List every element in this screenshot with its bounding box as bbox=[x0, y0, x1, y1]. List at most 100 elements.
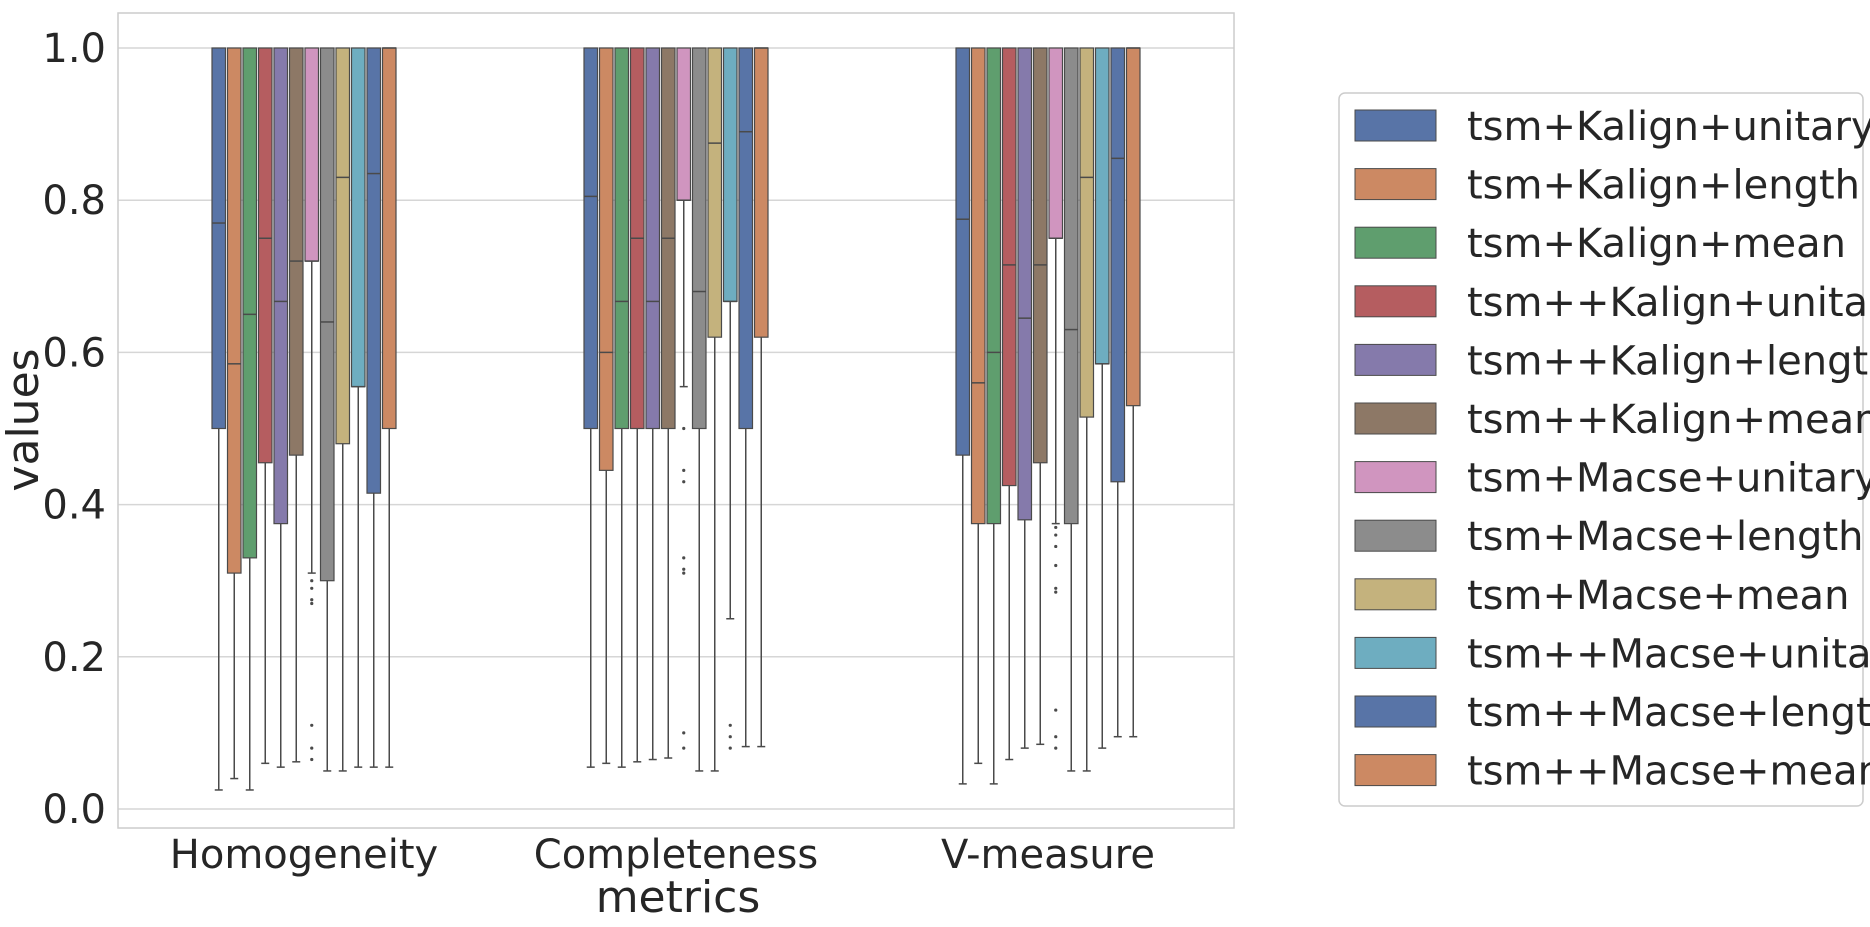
outlier-point bbox=[310, 579, 314, 583]
legend-swatch bbox=[1354, 578, 1437, 611]
box-body bbox=[304, 47, 320, 262]
outlier-point bbox=[1054, 563, 1058, 568]
legend-swatch bbox=[1354, 402, 1437, 435]
box-10-1 bbox=[738, 47, 754, 748]
outlier-point bbox=[682, 426, 686, 431]
box-body bbox=[645, 47, 661, 430]
y-axis-label: values bbox=[0, 348, 49, 491]
box-body bbox=[1063, 47, 1079, 525]
box-4-0 bbox=[273, 47, 289, 768]
outlier-point bbox=[310, 746, 314, 750]
outlier-point bbox=[682, 567, 686, 571]
legend-label: tsm+Kalign+mean bbox=[1467, 221, 1846, 267]
box-8-1 bbox=[707, 47, 723, 772]
legend-label: tsm+Kalign+length bbox=[1467, 163, 1860, 209]
box-body bbox=[1079, 47, 1095, 418]
y-tick-label: 0.2 bbox=[42, 635, 106, 681]
box-body bbox=[1094, 47, 1110, 365]
box-body bbox=[691, 47, 707, 430]
legend-items: tsm+Kalign+unitary tsm+Kalign+length tsm+K… bbox=[1354, 104, 1870, 795]
outlier-point bbox=[682, 731, 686, 735]
legend-label: tsm++Kalign+mean bbox=[1467, 397, 1870, 443]
box-body bbox=[257, 47, 273, 464]
box-body bbox=[288, 47, 304, 456]
outlier-point bbox=[1054, 590, 1058, 594]
box-body bbox=[707, 47, 723, 338]
box-body bbox=[1048, 47, 1064, 239]
box-body bbox=[986, 47, 1002, 525]
outlier-point bbox=[1054, 708, 1058, 712]
legend: tsm+Kalign+unitary tsm+Kalign+length tsm+K… bbox=[1338, 92, 1870, 807]
box-body bbox=[335, 47, 351, 445]
box-body bbox=[273, 47, 289, 525]
x-tick-label: Completeness bbox=[534, 832, 818, 878]
box-0-2 bbox=[955, 47, 971, 785]
y-tick-label: 0.8 bbox=[42, 178, 106, 224]
x-tick-label: Homogeneity bbox=[170, 832, 438, 878]
box-body bbox=[722, 47, 738, 303]
box-10-0 bbox=[366, 47, 382, 768]
outlier-point bbox=[310, 757, 314, 762]
box-9-1 bbox=[722, 47, 738, 750]
outlier-point bbox=[310, 601, 314, 606]
y-tick-label: 0.6 bbox=[42, 330, 106, 376]
box-11-0 bbox=[381, 47, 397, 768]
legend-swatch bbox=[1354, 461, 1437, 494]
box-1-2 bbox=[970, 47, 986, 765]
box-body bbox=[753, 47, 769, 338]
box-6-0 bbox=[304, 47, 320, 762]
box-7-1 bbox=[691, 47, 707, 772]
box-10-2 bbox=[1110, 47, 1126, 738]
outlier-point bbox=[1054, 586, 1058, 590]
outlier-point bbox=[1054, 533, 1058, 537]
outlier-point bbox=[1054, 544, 1058, 549]
box-2-0 bbox=[242, 47, 258, 791]
outlier-point bbox=[1054, 735, 1058, 739]
legend-swatch bbox=[1354, 343, 1437, 376]
outlier-point bbox=[682, 571, 686, 575]
box-body bbox=[211, 47, 227, 430]
outlier-point bbox=[1054, 525, 1058, 530]
box-6-2 bbox=[1048, 47, 1064, 750]
box-body bbox=[319, 47, 335, 582]
box-7-2 bbox=[1063, 47, 1079, 772]
outlier-point bbox=[310, 598, 314, 602]
x-tick-label: V-measure bbox=[941, 832, 1155, 878]
box-3-2 bbox=[1001, 47, 1017, 761]
outlier-point bbox=[682, 746, 686, 750]
outlier-point bbox=[728, 723, 732, 727]
box-body bbox=[1032, 47, 1048, 464]
outlier-point bbox=[310, 586, 314, 590]
legend-label: tsm+Macse+mean bbox=[1467, 573, 1849, 619]
legend-frame bbox=[1338, 92, 1864, 807]
box-4-2 bbox=[1017, 47, 1033, 749]
box-body bbox=[676, 47, 692, 201]
y-axis-ticks: 0.0 0.2 0.4 0.6 0.8 1.0 bbox=[42, 26, 106, 833]
legend-label: tsm++Kalign+length bbox=[1467, 338, 1870, 384]
box-0-1 bbox=[583, 47, 599, 768]
legend-swatch bbox=[1354, 109, 1437, 142]
box-body bbox=[226, 47, 242, 574]
box-body bbox=[738, 47, 754, 430]
x-axis-label: metrics bbox=[596, 872, 761, 923]
box-body bbox=[350, 47, 366, 388]
legend-swatch bbox=[1354, 168, 1437, 201]
box-11-1 bbox=[753, 47, 769, 748]
box-9-0 bbox=[350, 47, 366, 768]
box-body bbox=[381, 47, 397, 430]
box-0-0 bbox=[211, 47, 227, 791]
grid-lines bbox=[118, 47, 1234, 810]
legend-label: tsm+Macse+unitary bbox=[1467, 456, 1870, 502]
box-body bbox=[598, 47, 614, 471]
box-5-0 bbox=[288, 47, 304, 763]
legend-label: tsm++Macse+length bbox=[1467, 690, 1870, 736]
box-5-1 bbox=[660, 47, 676, 759]
box-7-0 bbox=[319, 47, 335, 772]
legend-label: tsm++Macse+unitary bbox=[1467, 631, 1870, 677]
legend-swatch bbox=[1354, 226, 1437, 259]
box-6-1 bbox=[676, 47, 692, 750]
legend-label: tsm+Kalign+unitary bbox=[1467, 104, 1870, 150]
x-axis-ticks: Homogeneity Completeness V-measure bbox=[170, 832, 1155, 878]
box-3-1 bbox=[629, 47, 645, 763]
outlier-point bbox=[682, 556, 686, 560]
